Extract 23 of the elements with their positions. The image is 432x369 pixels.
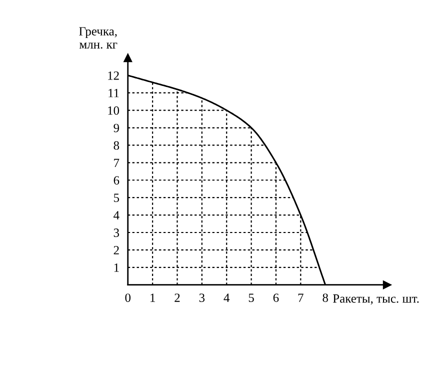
y-tick-label: 1	[114, 263, 119, 272]
y-axis-title: Гречка, млн. кг	[79, 27, 118, 49]
y-tick-label: 8	[114, 141, 120, 150]
y-tick-label: 4	[114, 211, 120, 220]
x-tick-label: 8	[322, 294, 328, 302]
x-tick-label: 4	[224, 294, 230, 302]
y-tick-label: 2	[114, 246, 119, 254]
y-tick-label: 3	[114, 228, 120, 237]
y-tick-label: 5	[114, 194, 120, 202]
x-tick-label: 3	[199, 294, 205, 302]
x-tick-label: 6	[273, 294, 279, 302]
x-tick-label: 7	[298, 294, 304, 302]
x-tick-label: 1	[150, 294, 155, 302]
y-tick-label: 10	[108, 106, 120, 115]
x-tick-label: 0	[125, 294, 131, 302]
x-tick-label: 2	[174, 294, 180, 302]
y-tick-label: 11	[108, 88, 119, 98]
y-tick-label: 7	[114, 158, 120, 168]
y-tick-label: 6	[114, 176, 120, 185]
y-tick-label: 12	[108, 71, 119, 80]
y-tick-label: 9	[114, 124, 120, 132]
x-axis-title: Ракеты, тыс. шт.	[333, 294, 419, 305]
x-tick-label: 5	[248, 294, 254, 302]
